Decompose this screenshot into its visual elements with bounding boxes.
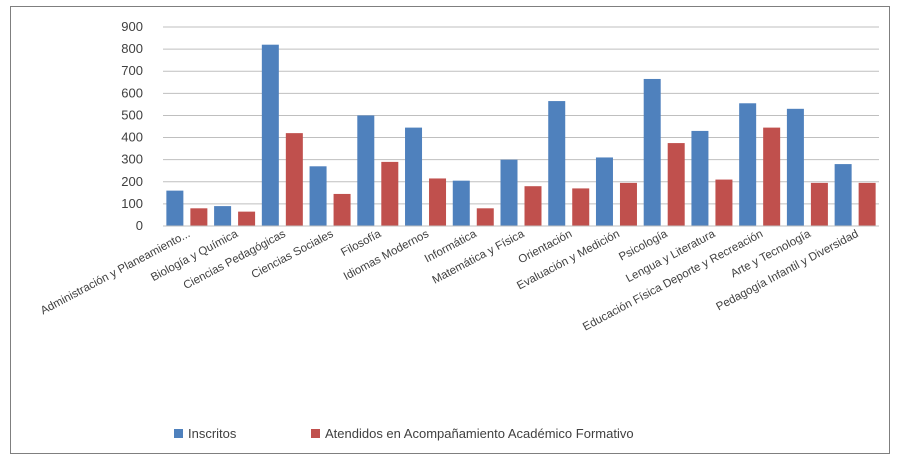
y-tick-label: 400 — [121, 130, 143, 145]
y-tick-label: 700 — [121, 63, 143, 78]
bar-series-2 — [429, 178, 447, 226]
bar-series-2 — [285, 133, 303, 226]
bar-series-2 — [810, 182, 828, 226]
bar-series-2 — [619, 182, 637, 226]
y-tick-label: 0 — [136, 218, 143, 233]
y-tick-label: 100 — [121, 196, 143, 211]
bar-series-1 — [595, 157, 613, 226]
bar-series-2 — [858, 182, 876, 226]
bar-series-1 — [500, 159, 518, 226]
x-category-label: Matemática y Física — [430, 228, 526, 287]
bar-series-2 — [763, 127, 781, 226]
bar-series-1 — [405, 127, 423, 226]
bar-series-1 — [691, 130, 709, 226]
bar-series-1 — [786, 108, 804, 226]
bar-series-1 — [739, 103, 757, 226]
bar-series-2 — [238, 211, 256, 226]
bar-series-1 — [834, 164, 852, 226]
bar-series-2 — [476, 208, 494, 226]
legend-label-1: Inscritos — [188, 426, 237, 441]
chart-frame: 0 100 200 300 400 500 600 700 800 900 Administraci… — [10, 6, 890, 454]
bar-series-1 — [643, 78, 661, 226]
y-tick-label: 800 — [121, 41, 143, 56]
y-tick-label: 200 — [121, 174, 143, 189]
bar-chart: 0100200300400500600700800900Administraci… — [39, 19, 879, 441]
y-tick-label: 900 — [121, 19, 143, 34]
bar-series-1 — [261, 44, 279, 226]
bar-series-2 — [524, 186, 542, 226]
bar-series-1 — [309, 166, 327, 226]
bar-series-2 — [333, 193, 351, 226]
bar-series-2 — [572, 188, 590, 226]
bar-series-1 — [166, 190, 184, 226]
bar-series-2 — [715, 179, 733, 226]
legend-label-2: Atendidos en Acompañamiento Académico Fo… — [325, 426, 634, 441]
legend-swatch-2 — [311, 429, 320, 438]
bar-series-1 — [452, 180, 470, 226]
x-category-label: Idiomas Modernos — [342, 228, 431, 283]
bar-series-2 — [667, 143, 685, 226]
bar-series-1 — [357, 115, 375, 226]
y-tick-label: 300 — [121, 152, 143, 167]
bar-series-1 — [214, 206, 232, 226]
y-tick-label: 600 — [121, 85, 143, 100]
y-tick-label: 500 — [121, 107, 143, 122]
bar-series-2 — [381, 161, 399, 226]
x-category-label: Ciencias Sociales — [250, 228, 336, 281]
bar-series-1 — [548, 101, 566, 226]
legend-swatch-1 — [174, 429, 183, 438]
bar-series-2 — [190, 208, 208, 226]
